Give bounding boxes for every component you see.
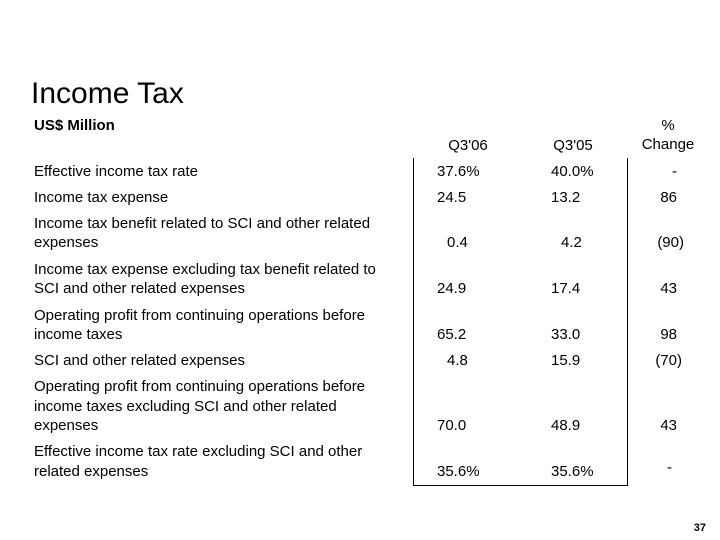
table-row-label: Operating profit from continuing operati… <box>34 378 366 395</box>
column-header-q306: Q3'06 <box>448 137 488 154</box>
table-cell-q305: 4.2 <box>561 234 582 251</box>
table-cell-change: 43 <box>660 417 677 434</box>
table-cell-q306: 65.2 <box>437 326 467 343</box>
table-cell-q305: 15.9 <box>551 352 581 369</box>
table-cell-change: - <box>667 459 672 476</box>
column-header-change: Change <box>641 136 695 153</box>
table-cell-q305: 13.2 <box>551 189 581 206</box>
table-row-label: Income tax expense <box>34 189 169 206</box>
table-cell-q305: 33.0 <box>551 326 581 343</box>
table-row-label-cont: income taxes <box>34 326 123 343</box>
page-title: Income Tax <box>31 77 184 110</box>
table-cell-q306: 4.8 <box>447 352 468 369</box>
column-header-pct-symbol: % <box>661 117 675 134</box>
table-cell-q305: 48.9 <box>551 417 581 434</box>
table-row-label: Operating profit from continuing operati… <box>34 307 366 324</box>
table-row-label: SCI and other related expenses <box>34 352 245 369</box>
table-row-label-cont: related expenses <box>34 463 149 480</box>
table-cell-q305: 17.4 <box>551 280 581 297</box>
table-cell-change: 86 <box>660 189 677 206</box>
table-cell-change: 98 <box>660 326 677 343</box>
table-row-label: Effective income tax rate excluding SCI … <box>34 443 363 460</box>
table-cell-q306: 24.9 <box>437 280 467 297</box>
table-row-label-cont: SCI and other related expenses <box>34 280 245 297</box>
table-row-label: Effective income tax rate <box>34 163 198 180</box>
table-row-label: Income tax benefit related to SCI and ot… <box>34 215 371 232</box>
table-column-divider-left <box>413 158 414 486</box>
table-cell-q306: 0.4 <box>447 234 468 251</box>
table-bottom-rule <box>413 485 628 486</box>
table-row-label: Income tax expense excluding tax benefit… <box>34 261 376 278</box>
table-cell-change: (70) <box>655 352 682 369</box>
table-cell-change: - <box>672 163 677 180</box>
table-cell-q306: 24.5 <box>437 189 467 206</box>
table-cell-q306: 37.6% <box>437 163 480 180</box>
table-column-divider-right <box>627 158 628 486</box>
table-cell-change: (90) <box>657 234 684 251</box>
table-row-label-cont: expenses <box>34 417 99 434</box>
units-label: US$ Million <box>34 117 115 134</box>
table-row-label-cont: expenses <box>34 234 99 251</box>
table-cell-q306: 70.0 <box>437 417 467 434</box>
table-cell-q305: 40.0% <box>551 163 594 180</box>
table-row-label-cont: income taxes excluding SCI and other rel… <box>34 398 337 415</box>
table-cell-change: 43 <box>660 280 677 297</box>
table-cell-q306: 35.6% <box>437 463 480 480</box>
column-header-q305: Q3'05 <box>553 137 593 154</box>
page-number: 37 <box>693 522 706 534</box>
table-cell-q305: 35.6% <box>551 463 594 480</box>
